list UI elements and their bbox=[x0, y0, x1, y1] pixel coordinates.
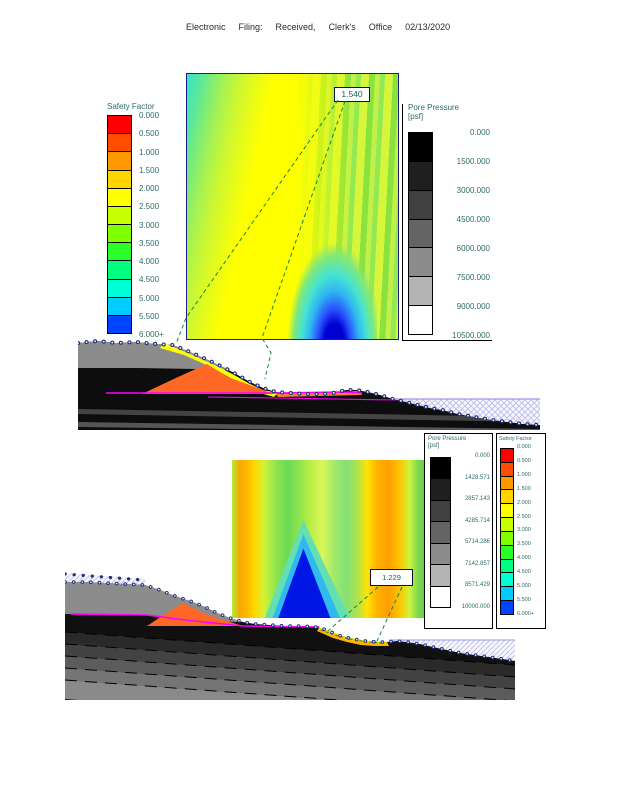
piezometric-line bbox=[70, 613, 320, 628]
legend-box-border bbox=[402, 104, 403, 341]
tick-label: 4.000 bbox=[517, 555, 531, 562]
legend-title: Safety Factor bbox=[107, 102, 155, 111]
tick-label: 5.000 bbox=[139, 293, 160, 303]
tick-label: 0.000 bbox=[469, 128, 490, 137]
safety-factor-legend-bottom: Safety Factor 0.000 0.500 1.000 1.500 2.… bbox=[496, 433, 546, 629]
tick-label: 6.000+ bbox=[517, 610, 534, 617]
tick-label: 0.500 bbox=[139, 129, 160, 139]
tick-label: 3000.000 bbox=[456, 186, 490, 195]
tick-label: 5714.286 bbox=[464, 539, 490, 546]
contour-blue-blob bbox=[288, 243, 377, 339]
surface-node-markers bbox=[78, 338, 540, 427]
tick-label: 6000.000 bbox=[456, 244, 490, 253]
tick-label: 6.000+ bbox=[139, 330, 164, 339]
safety-factor-contour-plot-top: 1.540 bbox=[186, 73, 399, 340]
tick-label: 4.500 bbox=[517, 569, 531, 576]
tick-label: 2.500 bbox=[139, 202, 160, 212]
legend-tick-labels: 0.000 0.500 1.000 1.500 2.000 2.500 3.00… bbox=[139, 111, 189, 339]
tick-label: 3.500 bbox=[139, 238, 160, 248]
strata-bands bbox=[78, 409, 540, 430]
header-word: Office bbox=[368, 22, 393, 32]
tick-label: 2.500 bbox=[517, 513, 531, 520]
tick-label: 1.500 bbox=[517, 485, 531, 492]
filing-header: Electronic Filing: Received, Clerk's Off… bbox=[186, 22, 450, 32]
tick-label: 7500.000 bbox=[456, 273, 490, 282]
tick-label: 3.000 bbox=[139, 220, 160, 230]
tick-label: 4.000 bbox=[139, 257, 160, 266]
tick-label: 2.000 bbox=[139, 184, 160, 193]
pore-pressure-colorbar bbox=[430, 457, 451, 608]
legend-unit: [psf] bbox=[408, 112, 424, 121]
tick-label: 1500.000 bbox=[456, 157, 490, 166]
legend-box-border bbox=[402, 340, 492, 341]
tick-label: 2857.143 bbox=[464, 496, 490, 503]
legend-tick-labels: 0.000 0.500 1.000 1.500 2.000 2.500 3.00… bbox=[517, 444, 545, 617]
tick-label: 3.500 bbox=[517, 541, 531, 548]
pore-pressure-legend-top: Pore Pressure [psf] 0.000 1500.000 3000.… bbox=[402, 101, 492, 341]
min-fs-label-top: 1.540 bbox=[334, 87, 370, 102]
tick-label: 10500.000 bbox=[452, 331, 490, 340]
filing-date: 02/13/2020 bbox=[405, 22, 451, 32]
tick-label: 4285.714 bbox=[464, 517, 490, 524]
header-word: Filing: bbox=[238, 22, 263, 32]
tick-label: 1.500 bbox=[139, 165, 160, 175]
surface-node-markers-inner bbox=[65, 581, 515, 662]
safety-factor-colorbar bbox=[500, 448, 514, 615]
tick-label: 2.000 bbox=[517, 499, 531, 506]
slope-cross-section-top bbox=[78, 338, 540, 430]
tick-label: 0.500 bbox=[517, 457, 531, 464]
pore-pressure-colorbar bbox=[408, 132, 433, 335]
slip-surface-yellow-band bbox=[160, 343, 278, 397]
surface-node-markers-hatch bbox=[65, 572, 145, 582]
safety-factor-colorbar bbox=[107, 115, 132, 334]
tick-label: 0.000 bbox=[517, 444, 531, 450]
safety-factor-legend-top: Safety Factor 0.000 0.500 1.000 1.500 2.… bbox=[107, 102, 192, 339]
tick-label: 10000.000 bbox=[461, 603, 490, 610]
min-fs-label-bottom: 1.229 bbox=[370, 569, 413, 586]
tick-label: 4.500 bbox=[139, 275, 160, 285]
tick-label: 1428.571 bbox=[464, 474, 490, 481]
header-word: Received, bbox=[275, 22, 316, 32]
legend-title: Safety Factor bbox=[499, 436, 532, 442]
legend-unit: [psf] bbox=[428, 443, 440, 449]
pore-pressure-legend-bottom: Pore Pressure [psf] 0.000 1428.571 2857.… bbox=[424, 433, 493, 629]
tick-label: 7142.857 bbox=[464, 560, 490, 567]
tick-label: 5.500 bbox=[517, 596, 531, 603]
embankment-orange-wedge bbox=[147, 603, 243, 626]
water-body-hatch bbox=[393, 399, 540, 425]
tick-label: 8571.429 bbox=[464, 582, 490, 589]
slope-cross-section-bottom bbox=[65, 572, 515, 700]
tick-label: 0.000 bbox=[139, 111, 160, 120]
tick-label: 5.500 bbox=[139, 311, 160, 321]
tick-label: 1.000 bbox=[139, 147, 160, 157]
tick-label: 3.000 bbox=[517, 527, 531, 534]
tick-label: 9000.000 bbox=[456, 302, 490, 311]
header-word: Electronic bbox=[186, 22, 226, 32]
tick-label: 4500.000 bbox=[456, 215, 490, 224]
piezometric-line bbox=[207, 396, 397, 401]
legend-title: Pore Pressure bbox=[408, 103, 460, 112]
legend-tick-labels: 0.000 1428.571 2857.143 4285.714 5714.28… bbox=[453, 453, 490, 610]
tick-label: 5.000 bbox=[517, 583, 531, 589]
tick-label: 1.000 bbox=[517, 471, 531, 478]
upper-gray-stratum bbox=[78, 341, 230, 370]
header-word: Clerk's bbox=[328, 22, 356, 32]
tick-label: 0.000 bbox=[474, 453, 490, 459]
embankment-orange-wedge bbox=[142, 364, 274, 394]
legend-tick-labels: 0.000 1500.000 3000.000 4500.000 6000.00… bbox=[438, 128, 490, 340]
strata-bands bbox=[65, 631, 515, 700]
legend-title: Pore Pressure bbox=[428, 436, 467, 442]
